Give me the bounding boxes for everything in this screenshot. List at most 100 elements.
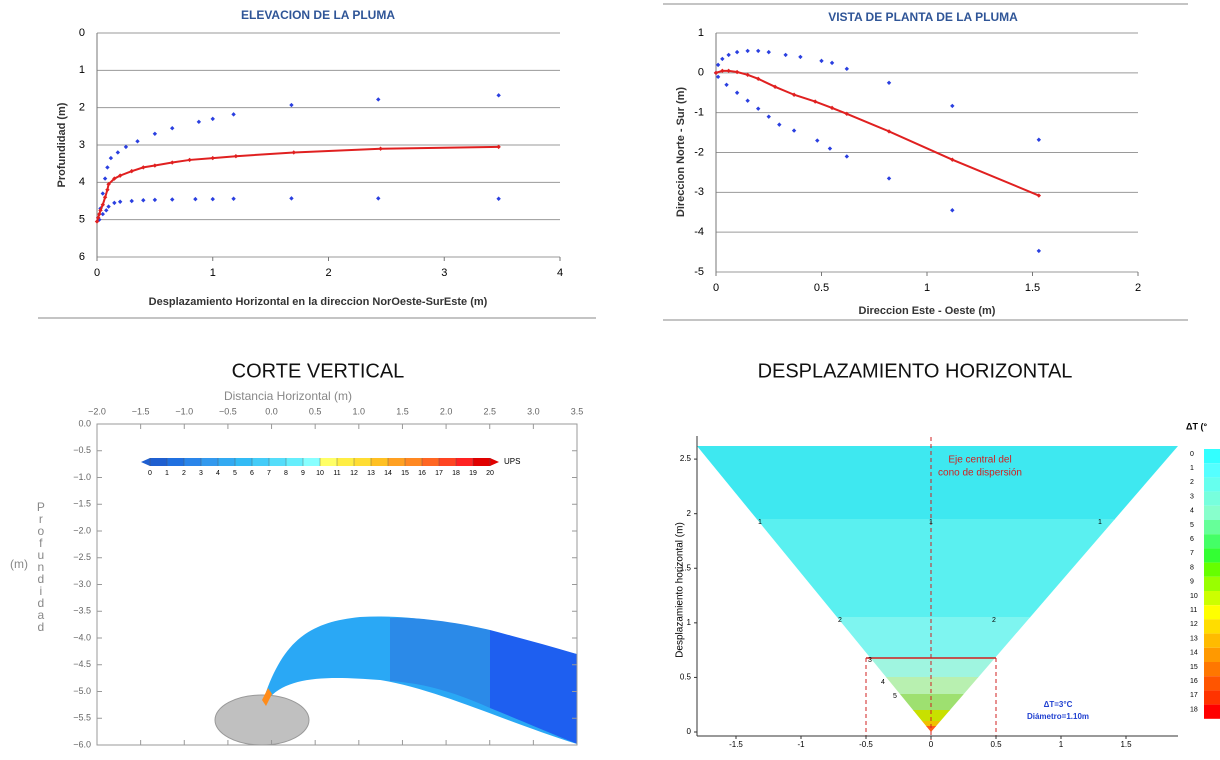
data-point [291, 150, 296, 155]
data-point [726, 68, 731, 74]
annotation: cono de dispersión [938, 468, 1022, 479]
legend-swatch [1204, 520, 1220, 535]
y-tick-label: −3.5 [73, 606, 91, 616]
legend-label: 11 [1190, 607, 1197, 614]
contour-label: 3 [868, 657, 872, 664]
data-point [886, 80, 892, 85]
data-point [756, 106, 761, 111]
contour-label: 1 [758, 519, 762, 526]
colorbar-segment [473, 458, 491, 466]
y-tick-label: −4.0 [73, 632, 91, 642]
colorbar-segment [252, 458, 270, 466]
data-point [766, 114, 771, 119]
colorbar-tick-label: 8 [284, 470, 288, 477]
x-tick-label: 1 [924, 282, 930, 294]
data-point [844, 111, 850, 117]
y-tick-label: −5.0 [73, 686, 91, 696]
legend-swatch [1204, 619, 1220, 634]
colorbar-segment [422, 458, 440, 466]
data-point [950, 157, 955, 162]
colorbar-tick-label: 15 [401, 470, 409, 477]
data-point [98, 208, 103, 213]
y-tick-label: −0.5 [73, 445, 91, 455]
data-point [231, 196, 236, 201]
data-point [713, 70, 719, 76]
data-point [798, 54, 803, 60]
data-point [715, 62, 721, 68]
y-tick-label: 2 [687, 509, 692, 518]
colorbar-tick-label: 3 [199, 470, 203, 477]
colorbar-segment [218, 458, 236, 466]
data-point [829, 60, 835, 66]
data-point [827, 146, 833, 151]
data-point [783, 52, 788, 58]
colorbar-tick-label: 10 [316, 470, 324, 477]
data-point [376, 196, 381, 201]
data-point [170, 197, 175, 202]
colorbar-segment [167, 458, 185, 466]
data-point [106, 204, 111, 209]
data-point [791, 128, 797, 133]
legend-label: 13 [1190, 635, 1198, 642]
x-tick-label: 0.5 [309, 406, 322, 416]
data-point [210, 155, 215, 161]
x-tick-label: −2.0 [88, 406, 106, 416]
x-tick-label: 0.5 [814, 282, 829, 294]
cone-band [697, 694, 1178, 711]
colorbar-tick-label: 7 [267, 470, 271, 477]
data-point [815, 138, 820, 143]
legend-label: 12 [1190, 621, 1198, 628]
data-point [726, 52, 731, 58]
data-point [115, 150, 121, 155]
legend-label: 15 [1190, 664, 1198, 671]
data-point [766, 49, 771, 55]
contour-label: 1 [1098, 519, 1102, 526]
data-point [886, 176, 892, 181]
data-point [819, 58, 824, 64]
data-point [745, 72, 750, 78]
cone-band [697, 658, 1178, 678]
y-tick-label: −5.5 [73, 713, 91, 723]
data-point [745, 48, 750, 54]
y-tick-label: −3.0 [73, 579, 91, 589]
data-point [95, 215, 101, 220]
data-point [756, 48, 761, 54]
data-point [141, 198, 146, 203]
data-point [1036, 193, 1042, 198]
colorbar-segment [303, 458, 321, 466]
y-tick-label: 2 [79, 102, 85, 114]
colorbar-segment [388, 458, 406, 466]
legend-label: 3 [1190, 493, 1194, 500]
colorbar-label: UPS [504, 457, 520, 466]
y-tick-label: -1 [694, 107, 704, 119]
legend-swatch [1204, 534, 1220, 549]
x-tick-label: 3 [441, 267, 447, 279]
data-point [745, 98, 750, 103]
data-point [496, 144, 501, 150]
y-axis-title: Profundidad (m) [56, 102, 68, 187]
legend-swatch [1204, 704, 1220, 719]
legend-swatch [1204, 647, 1220, 662]
data-point [791, 92, 797, 97]
x-tick-label: 2 [1135, 282, 1141, 294]
colorbar-tick-label: 12 [350, 470, 358, 477]
y-tick-label: −6.0 [73, 739, 91, 749]
plume [214, 616, 577, 745]
x-tick-label: 4 [557, 267, 563, 279]
y-tick-label: −1.5 [73, 499, 91, 509]
cone-band [697, 519, 1178, 618]
legend-swatch [1204, 449, 1220, 464]
chart-title: CORTE VERTICAL [232, 360, 405, 382]
colorbar-segment [286, 458, 304, 466]
data-point [210, 116, 215, 122]
legend-label: 4 [1190, 508, 1194, 515]
colorbar-tick-label: 6 [250, 470, 254, 477]
data-point [102, 195, 108, 200]
data-point [496, 93, 501, 98]
y-tick-label: −4.5 [73, 659, 91, 669]
series-line [96, 145, 499, 222]
legend-swatch [1204, 562, 1220, 577]
colorbar-arrow [141, 458, 150, 466]
colorbar-tick-label: 0 [148, 470, 152, 477]
colorbar-tick-label: 14 [384, 470, 392, 477]
